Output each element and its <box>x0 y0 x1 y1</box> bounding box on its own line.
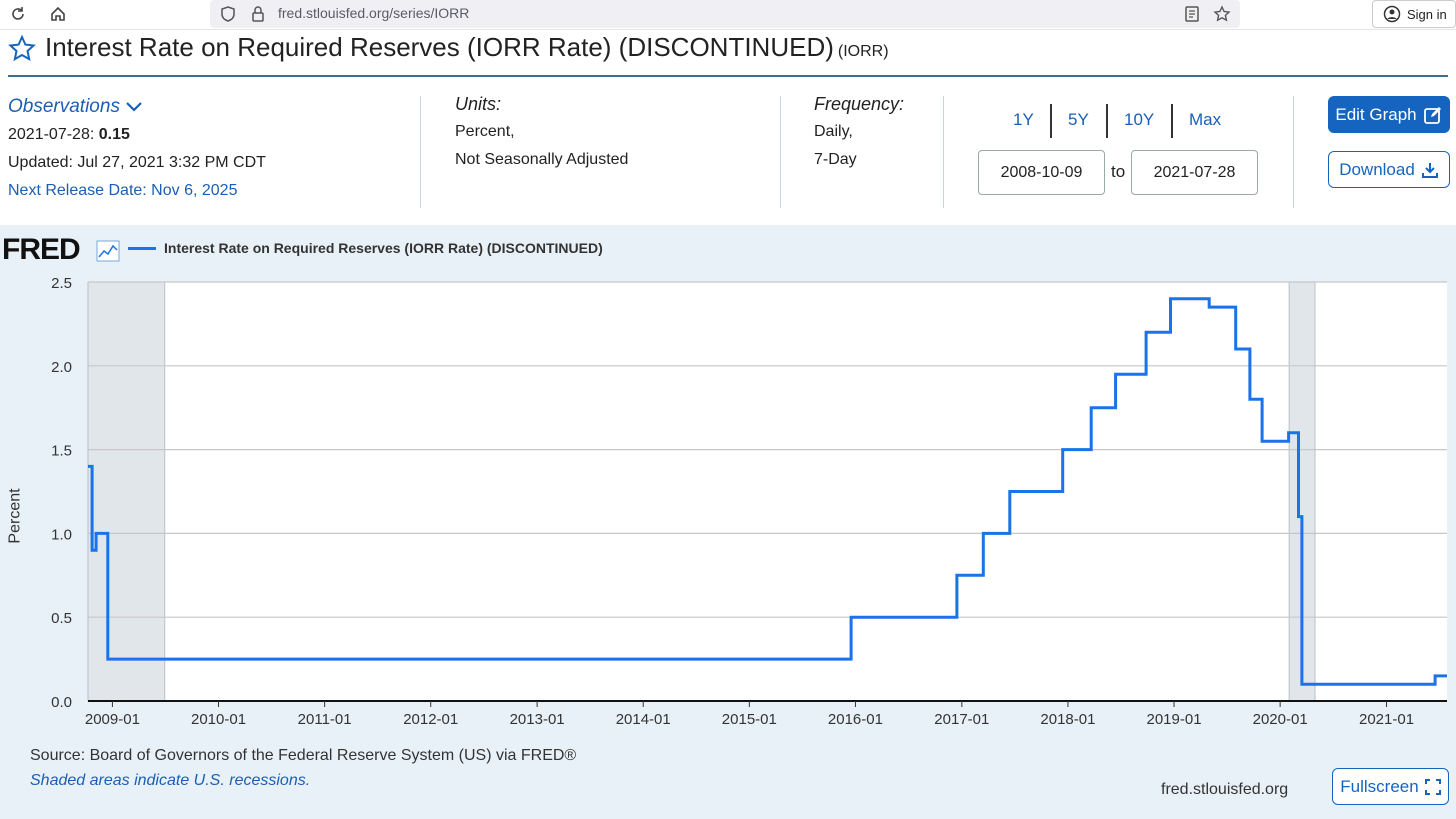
series-line <box>88 297 1447 686</box>
x-tick-label: 2011-01 <box>298 711 352 728</box>
source-note: Source: Board of Governors of the Federa… <box>30 747 577 764</box>
reload-icon[interactable] <box>6 2 30 26</box>
x-tick-label: 2018-01 <box>1040 711 1095 728</box>
units-line2: Not Seasonally Adjusted <box>455 151 629 168</box>
account-icon <box>1383 5 1401 23</box>
updated-text: Updated: Jul 27, 2021 3:32 PM CDT <box>8 154 266 171</box>
range-10y-button[interactable]: 10Y <box>1124 110 1155 129</box>
observations-toggle[interactable]: Observations <box>8 93 266 121</box>
y-axis-ticks: 0.0 0.5 1.0 1.5 2.0 2.5 <box>51 275 72 711</box>
legend-label: Interest Rate on Required Reserves (IORR… <box>164 240 603 256</box>
browser-toolbar: fred.stlouisfed.org/series/IORR Sign in <box>0 0 1456 30</box>
range-divider <box>1106 104 1108 138</box>
meta-divider <box>420 96 421 208</box>
x-tick-label: 2012-01 <box>403 711 458 728</box>
series-id: (IORR) <box>837 43 889 60</box>
observation-date: 2021-07-28: <box>8 126 95 143</box>
download-button[interactable]: Download <box>1328 151 1450 188</box>
x-tick-label: 2013-01 <box>510 711 565 728</box>
header-divider <box>8 75 1448 77</box>
range-to-label: to <box>1111 162 1126 181</box>
frequency-line2: 7-Day <box>814 151 857 168</box>
end-date-input[interactable]: 2021-07-28 <box>1131 150 1258 195</box>
range-divider <box>1171 104 1173 138</box>
bookmark-star-icon[interactable] <box>1210 2 1234 26</box>
y-tick-label: 2.0 <box>51 359 72 376</box>
graph-panel: FRED Interest Rate on Required Reserves … <box>0 225 1456 819</box>
lock-icon[interactable] <box>246 2 270 26</box>
observations-label: Observations <box>8 96 120 117</box>
observations-block: Observations 2021-07-28: 0.15 Updated: J… <box>8 93 266 205</box>
range-divider <box>1050 104 1052 138</box>
frequency-line1: Daily, <box>814 123 853 140</box>
sign-in-button[interactable]: Sign in <box>1372 0 1456 28</box>
series-title-row: Interest Rate on Required Reserves (IORR… <box>0 32 1456 72</box>
download-icon <box>1421 162 1438 178</box>
edit-graph-button[interactable]: Edit Graph <box>1328 96 1450 133</box>
frequency-label: Frequency: <box>814 94 905 114</box>
y-tick-label: 2.5 <box>51 275 72 292</box>
fullscreen-label: Fullscreen <box>1340 776 1419 796</box>
site-url: fred.stlouisfed.org <box>1161 781 1289 798</box>
y-tick-label: 1.0 <box>51 526 72 543</box>
x-axis-ticks: 2009-01 2010-01 2011-01 2012-01 2013-01 2014-… <box>85 701 1414 728</box>
series-title: Interest Rate on Required Reserves (IORR… <box>45 32 834 62</box>
legend-swatch <box>128 246 156 250</box>
y-tick-label: 0.5 <box>51 610 72 627</box>
start-date-input[interactable]: 2008-10-09 <box>978 150 1105 195</box>
next-release-link[interactable]: Next Release Date: Nov 6, 2025 <box>8 182 238 199</box>
favorite-star-icon[interactable] <box>8 35 36 63</box>
chart-icon <box>96 240 120 262</box>
y-tick-label: 1.5 <box>51 443 72 460</box>
recession-shading <box>87 282 1316 701</box>
address-bar[interactable]: fred.stlouisfed.org/series/IORR <box>210 0 1240 28</box>
range-5y-button[interactable]: 5Y <box>1068 110 1089 129</box>
fullscreen-button[interactable]: Fullscreen <box>1332 768 1449 805</box>
shield-icon[interactable] <box>216 2 240 26</box>
sign-in-label: Sign in <box>1407 6 1447 22</box>
reader-view-icon[interactable] <box>1180 2 1204 26</box>
x-tick-label: 2009-01 <box>85 711 140 728</box>
x-tick-label: 2017-01 <box>934 711 989 728</box>
download-label: Download <box>1339 159 1415 179</box>
recession-band <box>88 282 165 701</box>
x-tick-label: 2010-01 <box>191 711 246 728</box>
page-title: Interest Rate on Required Reserves (IORR… <box>45 32 889 63</box>
plot-area <box>88 282 1447 701</box>
frequency-block: Frequency: Daily, 7-Day <box>814 90 904 174</box>
fred-logo[interactable]: FRED <box>2 233 81 266</box>
x-tick-label: 2014-01 <box>616 711 671 728</box>
recession-note-link[interactable]: Shaded areas indicate U.S. recessions. <box>30 772 311 789</box>
x-tick-label: 2015-01 <box>722 711 777 728</box>
y-tick-label: 0.0 <box>51 694 72 711</box>
x-tick-label: 2020-01 <box>1253 711 1308 728</box>
range-1y-button[interactable]: 1Y <box>1013 110 1034 129</box>
url-text[interactable]: fred.stlouisfed.org/series/IORR <box>278 5 470 21</box>
edit-graph-label: Edit Graph <box>1335 104 1417 124</box>
observation-value: 0.15 <box>98 126 130 143</box>
fullscreen-icon <box>1424 778 1441 795</box>
meta-divider <box>943 96 944 208</box>
x-tick-label: 2021-01 <box>1359 711 1414 728</box>
gridlines <box>88 281 1447 702</box>
x-tick-label: 2016-01 <box>828 711 883 728</box>
line-chart[interactable]: 0.0 0.5 1.0 1.5 2.0 2.5 2009-01 2010-01 2011-01… <box>0 225 1456 745</box>
chevron-down-icon <box>126 102 142 112</box>
range-max-button[interactable]: Max <box>1189 110 1222 129</box>
x-tick-label: 2019-01 <box>1147 711 1202 728</box>
chart-legend: Interest Rate on Required Reserves (IORR… <box>128 240 603 256</box>
meta-divider <box>780 96 781 208</box>
meta-divider <box>1293 96 1294 208</box>
units-line1: Percent, <box>455 123 515 140</box>
edit-icon <box>1423 106 1441 124</box>
units-block: Units: Percent, Not Seasonally Adjusted <box>455 90 628 174</box>
home-icon[interactable] <box>46 2 70 26</box>
y-axis-label: Percent <box>6 488 24 544</box>
units-label: Units: <box>455 94 502 114</box>
